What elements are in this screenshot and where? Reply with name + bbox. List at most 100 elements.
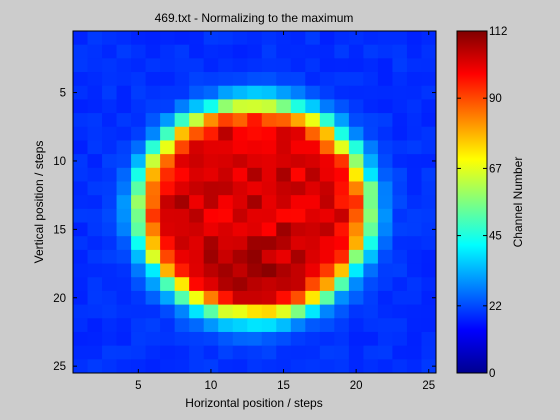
heatmap-cell (116, 113, 132, 128)
heatmap-cell (421, 58, 437, 73)
heatmap-cell (218, 249, 234, 265)
heatmap-cell (261, 331, 277, 347)
heatmap-cell (145, 126, 161, 141)
heatmap-cell (174, 222, 190, 237)
heatmap-cell (203, 140, 219, 155)
heatmap-cell (334, 290, 350, 306)
heatmap-cell (319, 181, 335, 196)
heatmap-cell (203, 99, 219, 114)
heatmap-cell (116, 99, 132, 114)
heatmap-cell (363, 181, 379, 196)
heatmap-cell (261, 249, 277, 265)
heatmap-cell (218, 222, 234, 237)
heatmap-cell (377, 167, 393, 182)
heatmap-cell (189, 167, 205, 182)
heatmap-cell (334, 208, 350, 224)
heatmap-cell (203, 167, 219, 182)
heatmap-cell (189, 345, 205, 360)
heatmap-cell (319, 31, 335, 46)
heatmap-cell (319, 140, 335, 155)
heatmap-cell (131, 249, 147, 265)
heatmap-cell (87, 58, 103, 73)
heatmap-cell (334, 113, 350, 128)
heatmap-cell (145, 290, 161, 306)
heatmap-cell (73, 345, 89, 360)
heatmap-cell (392, 318, 408, 333)
heatmap-cell (131, 44, 147, 59)
heatmap-cell (290, 113, 306, 128)
heatmap-cell (160, 31, 176, 46)
heatmap-cell (290, 140, 306, 155)
heatmap-cell (334, 263, 350, 278)
colorbar-tick-label: 45 (489, 231, 502, 243)
heatmap-cell (131, 31, 147, 46)
heatmap-cell (406, 318, 422, 333)
heatmap-cell (232, 44, 248, 59)
heatmap-cell (276, 154, 292, 169)
heatmap-cell (377, 140, 393, 155)
heatmap-cell (406, 290, 422, 306)
heatmap-cell (203, 44, 219, 59)
heatmap-cell (261, 263, 277, 278)
heatmap-cell (145, 359, 161, 374)
heatmap-cell (406, 181, 422, 196)
heatmap-cell (131, 304, 147, 319)
heatmap-cell (87, 263, 103, 278)
heatmap-cell (290, 263, 306, 278)
heatmap-cell (203, 85, 219, 100)
heatmap-cell (160, 208, 176, 224)
heatmap-cell (247, 263, 263, 278)
heatmap-cell (406, 113, 422, 128)
heatmap-cell (392, 195, 408, 210)
heatmap-cell (406, 58, 422, 73)
heatmap-cell (319, 318, 335, 333)
heatmap-cell (116, 195, 132, 210)
heatmap-cell (174, 263, 190, 278)
heatmap-cell (276, 236, 292, 251)
heatmap-cell (87, 304, 103, 319)
heatmap-cell (261, 58, 277, 73)
heatmap-cell (160, 85, 176, 100)
heatmap-cell (218, 304, 234, 319)
heatmap-cell (261, 236, 277, 251)
heatmap-cell (218, 113, 234, 128)
x-tick-label: 25 (422, 380, 435, 392)
heatmap-cell (421, 44, 437, 59)
heatmap-cell (247, 195, 263, 210)
heatmap-cell (102, 359, 118, 374)
heatmap-cell (421, 304, 437, 319)
heatmap-cell (406, 222, 422, 237)
heatmap-cell (406, 72, 422, 87)
heatmap-cell (102, 249, 118, 265)
heatmap-cell (348, 58, 364, 73)
heatmap-cell (276, 222, 292, 237)
heatmap-cell (377, 318, 393, 333)
heatmap-cell (305, 345, 321, 360)
heatmap-cell (232, 208, 248, 224)
heatmap-cell (276, 31, 292, 46)
heatmap-cell (232, 126, 248, 141)
heatmap-cell (203, 359, 219, 374)
heatmap-cell (145, 222, 161, 237)
x-tick-label: 20 (350, 380, 363, 392)
heatmap-cell (203, 195, 219, 210)
heatmap-cell (261, 208, 277, 224)
heatmap-cell (160, 345, 176, 360)
heatmap-cell (73, 44, 89, 59)
heatmap-cell (334, 277, 350, 292)
heatmap-cell (305, 359, 321, 374)
heatmap-cell (363, 167, 379, 182)
heatmap-cell (261, 99, 277, 114)
heatmap-cell (247, 44, 263, 59)
heatmap-cell (87, 277, 103, 292)
heatmap-cell (421, 72, 437, 87)
heatmap-cell (232, 85, 248, 100)
heatmap-cell (102, 85, 118, 100)
heatmap-cell (87, 208, 103, 224)
heatmap-cell (261, 140, 277, 155)
heatmap-cell (189, 181, 205, 196)
heatmap-cell (160, 154, 176, 169)
heatmap-cell (421, 318, 437, 333)
heatmap-cell (290, 99, 306, 114)
